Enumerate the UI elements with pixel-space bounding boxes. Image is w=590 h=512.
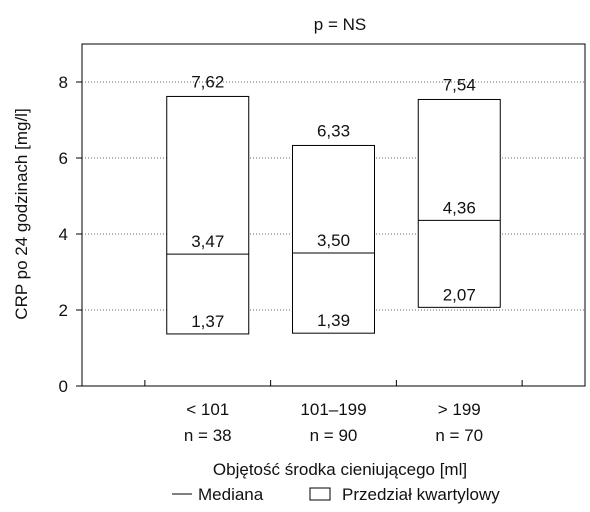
- x-axis-labels: < 101 n = 38 101–199 n = 90 > 199 n = 70: [184, 400, 483, 445]
- x-n-label: n = 38: [184, 426, 232, 445]
- y-tick-label: 6: [59, 149, 68, 168]
- legend-median-label: Mediana: [198, 485, 264, 504]
- x-axis-title: Objętość środka cieniującego [ml]: [213, 460, 467, 479]
- q3-value-label: 6,33: [317, 121, 350, 140]
- x-n-label: n = 70: [435, 426, 483, 445]
- q1-value-label: 2,07: [443, 285, 476, 304]
- median-value-label: 3,50: [317, 231, 350, 250]
- x-axis-ticks: [144, 380, 523, 386]
- y-axis-title: CRP po 24 godzinach [mg/l]: [12, 108, 31, 319]
- box-group: 7,62 3,47 1,37: [166, 72, 250, 335]
- q3-value-label: 7,54: [443, 75, 476, 94]
- legend-box-swatch: [309, 487, 331, 501]
- chart-title: p = NS: [314, 15, 366, 34]
- iqr-box: [417, 98, 501, 308]
- x-category-label: 101–199: [300, 400, 366, 419]
- y-tick-label: 0: [59, 377, 68, 396]
- y-tick-label: 2: [59, 301, 68, 320]
- x-n-label: n = 90: [310, 426, 358, 445]
- y-tick-label: 8: [59, 73, 68, 92]
- boxes: 7,62 3,47 1,37 6,33 3,50 1,39 7,54 4,36 2,07: [166, 72, 501, 335]
- box-group: 7,54 4,36 2,07: [417, 75, 501, 308]
- x-category-label: < 101: [186, 400, 229, 419]
- y-tick-label: 4: [59, 225, 68, 244]
- box-group: 6,33 3,50 1,39: [292, 121, 375, 334]
- x-category-label: > 199: [438, 400, 481, 419]
- legend-box-label: Przedział kwartylowy: [342, 485, 500, 504]
- plot-frame: [81, 43, 586, 387]
- legend: Mediana Przedział kwartylowy: [172, 485, 500, 504]
- y-axis: 0 2 4 6 8: [59, 73, 82, 396]
- q1-value-label: 1,39: [317, 311, 350, 330]
- q3-value-label: 7,62: [191, 72, 224, 91]
- iqr-box: [166, 95, 250, 335]
- median-value-label: 3,47: [191, 232, 224, 251]
- iqr-box: [292, 144, 375, 334]
- q1-value-label: 1,37: [191, 312, 224, 331]
- median-value-label: 4,36: [443, 198, 476, 217]
